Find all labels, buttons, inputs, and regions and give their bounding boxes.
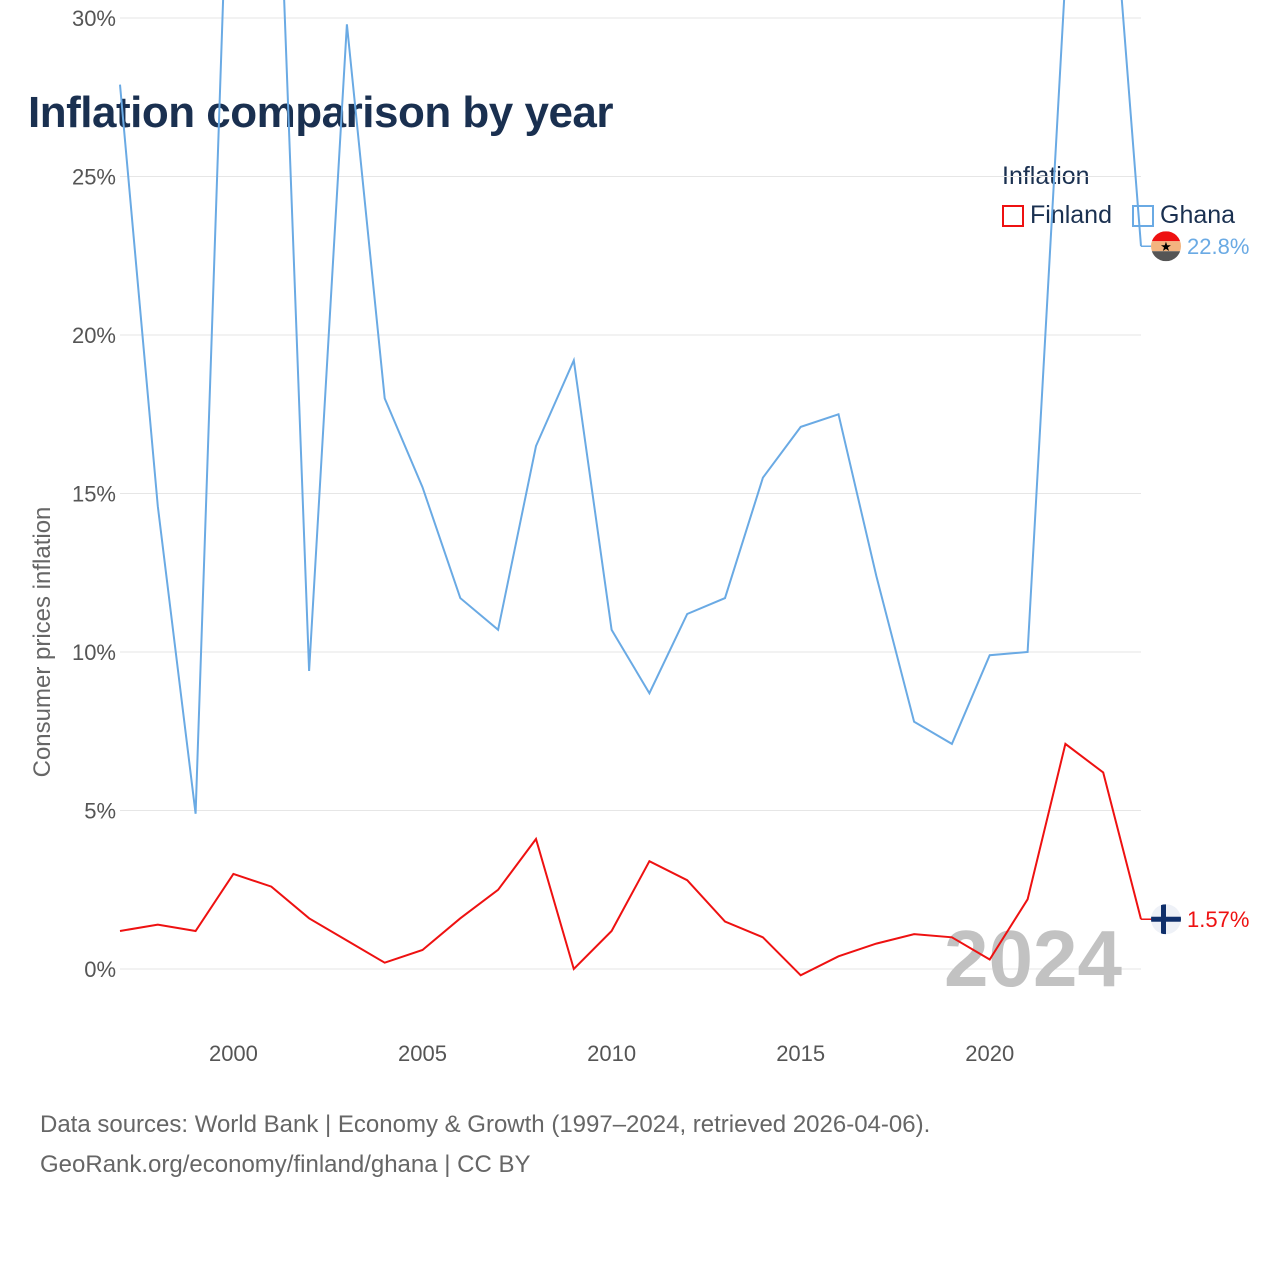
y-tick-label: 25% <box>72 165 116 190</box>
y-tick-label: 15% <box>72 482 116 507</box>
grid-lines <box>120 17 1141 970</box>
data-sources: Data sources: World Bank | Economy & Gro… <box>40 1111 931 1138</box>
x-axis-ticks: 2000 2005 2010 2015 2020 <box>209 1041 1014 1066</box>
source-link[interactable]: GeoRank.org/economy/finland/ghana | CC B… <box>40 1151 531 1178</box>
series-line-ghana <box>119 0 1142 814</box>
y-tick-label: 20% <box>72 323 116 348</box>
y-tick-label: 0% <box>84 957 116 982</box>
x-tick-label: 2005 <box>398 1041 447 1066</box>
legend-label-finland: Finland <box>1030 201 1112 229</box>
y-tick-label: 10% <box>72 640 116 665</box>
chart-title: Inflation comparison by year <box>28 88 614 137</box>
y-tick-label: 5% <box>84 799 116 824</box>
series-line-finland <box>119 742 1142 977</box>
legend-label-ghana: Ghana <box>1160 201 1236 229</box>
legend-item-ghana[interactable]: Ghana <box>1132 201 1235 230</box>
y-axis-ticks: 0%5%10%15%20%25%30%35%40% <box>72 6 116 982</box>
current-year-label: 2024 <box>944 914 1122 1003</box>
ghana-flag-icon: ★ <box>1151 231 1181 262</box>
end-label-finland: 1.57% <box>1187 907 1249 932</box>
svg-text:★: ★ <box>1160 240 1172 255</box>
legend-swatch-ghana <box>1132 204 1154 227</box>
x-tick-label: 2015 <box>776 1041 825 1066</box>
y-axis-label: Consumer prices inflation <box>29 507 56 778</box>
legend-swatch-finland <box>1002 204 1024 227</box>
y-tick-label: 30% <box>72 6 116 31</box>
x-tick-label: 2010 <box>587 1041 636 1066</box>
x-tick-label: 2020 <box>965 1041 1014 1066</box>
footer: Data sources: World Bank | Economy & Gro… <box>40 1105 930 1185</box>
end-label-ghana: 22.8% <box>1187 234 1249 259</box>
legend-item-finland[interactable]: Finland <box>1002 201 1112 230</box>
x-tick-label: 2000 <box>209 1041 258 1066</box>
finland-flag-icon <box>1151 904 1181 935</box>
series-lines <box>119 0 1151 977</box>
